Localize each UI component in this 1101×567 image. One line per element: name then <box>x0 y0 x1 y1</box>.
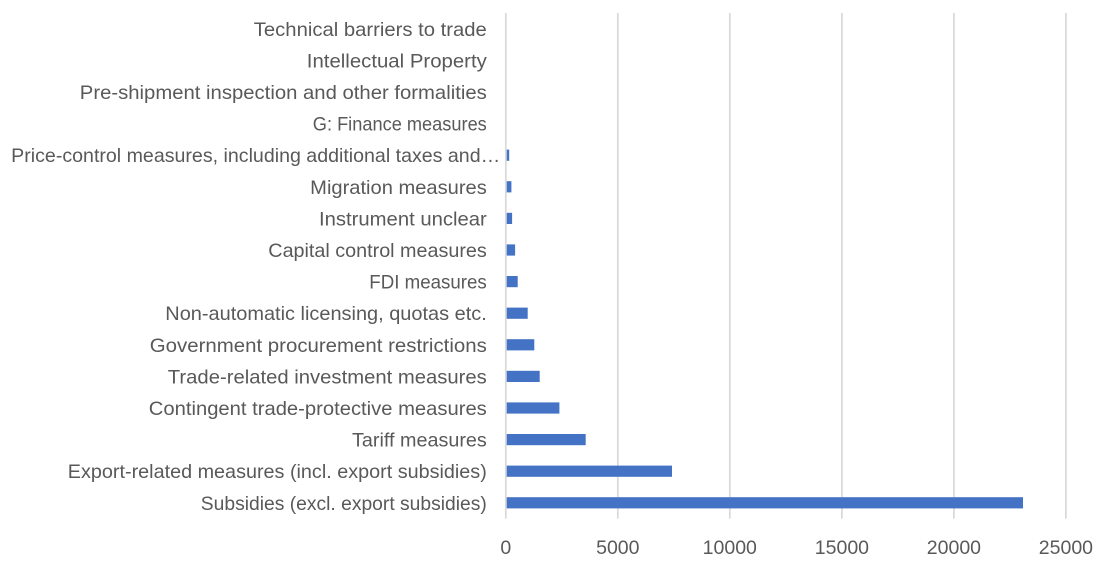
svg-text:Subsidies (excl. export subsid: Subsidies (excl. export subsidies) <box>201 493 487 515</box>
svg-text:Non-automatic licensing, quota: Non-automatic licensing, quotas etc. <box>165 303 487 325</box>
svg-text:0: 0 <box>500 537 511 559</box>
svg-text:Pre-shipment inspection and ot: Pre-shipment inspection and other formal… <box>80 82 487 104</box>
svg-text:5000: 5000 <box>596 537 640 559</box>
svg-text:15000: 15000 <box>815 537 869 559</box>
svg-text:25000: 25000 <box>1039 537 1093 559</box>
svg-text:Trade-related investment measu: Trade-related investment measures <box>168 366 487 388</box>
svg-text:FDI measures: FDI measures <box>369 272 487 294</box>
svg-text:Government procurement restric: Government procurement restrictions <box>150 335 487 357</box>
svg-text:Tariff measures: Tariff measures <box>352 430 487 452</box>
svg-text:Contingent trade-protective me: Contingent trade-protective measures <box>149 398 487 420</box>
svg-text:Technical barriers to trade: Technical barriers to trade <box>254 19 487 41</box>
svg-text:Export-related measures (incl.: Export-related measures (incl. export su… <box>68 461 487 483</box>
svg-text:Migration measures: Migration measures <box>310 177 487 199</box>
svg-text:Price-control measures, includ: Price-control measures, including additi… <box>11 145 500 167</box>
svg-text:20000: 20000 <box>927 537 981 559</box>
svg-text:10000: 10000 <box>703 537 757 559</box>
svg-text:G: Finance measures: G: Finance measures <box>313 114 487 136</box>
svg-text:Intellectual Property: Intellectual Property <box>307 50 487 72</box>
svg-text:Capital control measures: Capital control measures <box>268 240 487 262</box>
svg-text:Instrument unclear: Instrument unclear <box>319 208 487 230</box>
